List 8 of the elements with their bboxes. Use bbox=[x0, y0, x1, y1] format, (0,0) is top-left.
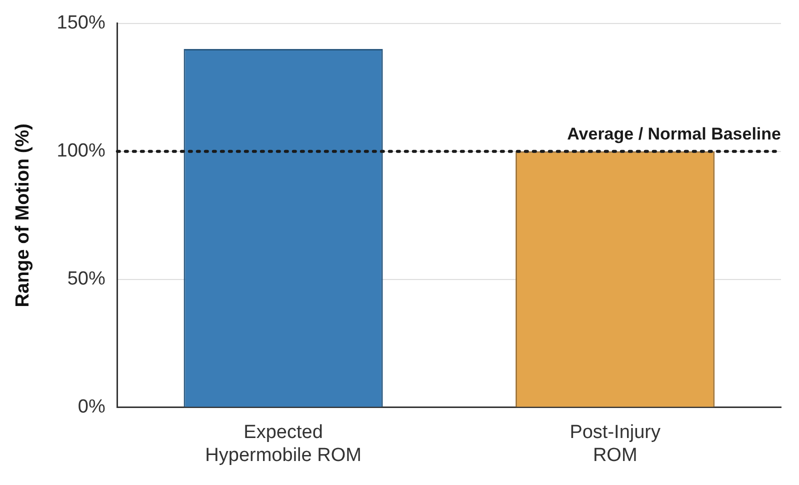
x-tick-label: Post-Injury ROM bbox=[570, 422, 661, 466]
y-tick-label: 100% bbox=[56, 140, 106, 162]
y-tick-label: 0% bbox=[78, 396, 106, 418]
ref-line-label: Average / Normal Baseline bbox=[567, 124, 781, 144]
y-tick-label: 150% bbox=[56, 12, 106, 34]
y-tick-label: 50% bbox=[67, 268, 106, 290]
y-axis-title: Range of Motion (%) bbox=[12, 124, 34, 308]
x-tick-label: Expected Hypermobile ROM bbox=[205, 422, 362, 466]
